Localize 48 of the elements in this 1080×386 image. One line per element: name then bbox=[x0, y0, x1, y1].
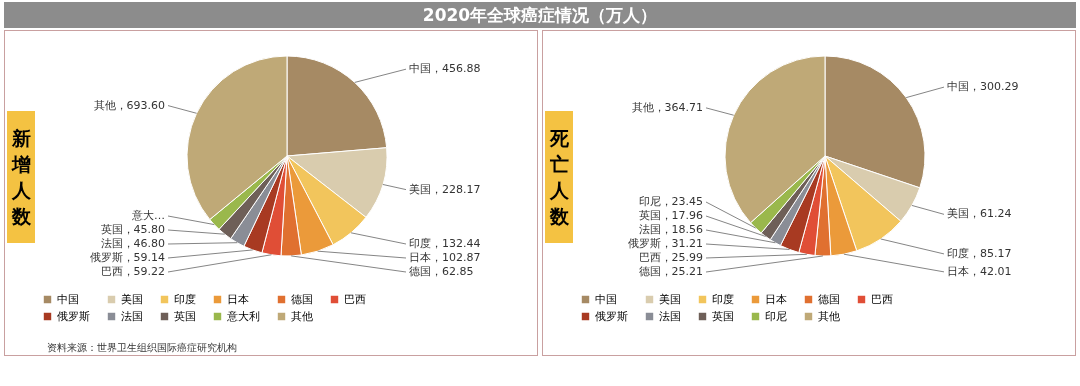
legend-label: 中国 bbox=[595, 292, 617, 306]
legend-label: 美国 bbox=[659, 292, 681, 306]
legend-label: 俄罗斯 bbox=[595, 309, 628, 323]
legend-label: 巴西 bbox=[871, 292, 893, 306]
data-label: 俄罗斯，31.21 bbox=[627, 237, 703, 250]
text: 新增人数 bbox=[10, 126, 32, 229]
legend-label: 德国 bbox=[291, 292, 313, 306]
legend-label: 其他 bbox=[291, 309, 313, 323]
legend-label: 德国 bbox=[818, 292, 840, 306]
data-label: 中国，456.88 bbox=[409, 62, 481, 76]
data-label: 美国，228.17 bbox=[409, 182, 481, 196]
data-label: 日本，42.01 bbox=[947, 264, 1012, 278]
data-label: 英国，17.96 bbox=[638, 209, 703, 222]
data-label: 印尼，23.45 bbox=[638, 195, 703, 208]
legend-label: 中国 bbox=[57, 292, 79, 306]
data-label: 印度，132.44 bbox=[409, 237, 481, 250]
data-label: 其他，364.71 bbox=[631, 100, 703, 114]
data-label: 法国，46.80 bbox=[100, 237, 165, 250]
legend-label: 日本 bbox=[227, 292, 249, 306]
legend-label: 印度 bbox=[174, 292, 196, 306]
legend-label: 法国 bbox=[121, 309, 143, 323]
data-label: 美国，61.24 bbox=[947, 207, 1012, 221]
data-label: 法国，18.56 bbox=[638, 223, 703, 236]
data-label: 日本，102.87 bbox=[409, 251, 481, 264]
legend-label: 俄罗斯 bbox=[57, 309, 90, 323]
data-label: 德国，62.85 bbox=[409, 265, 474, 278]
text: 2020年全球癌症情况（万人） bbox=[4, 2, 1076, 28]
legend-label: 英国 bbox=[712, 309, 734, 323]
legend-label: 巴西 bbox=[344, 292, 366, 306]
legend-label: 印度 bbox=[712, 292, 734, 306]
data-label: 意大… bbox=[131, 209, 165, 222]
legend-label: 美国 bbox=[121, 292, 143, 306]
legend-label: 印尼 bbox=[765, 309, 787, 323]
legend-label: 其他 bbox=[818, 309, 840, 323]
data-label: 俄罗斯，59.14 bbox=[89, 251, 165, 264]
data-label: 印度，85.17 bbox=[947, 246, 1012, 260]
legend-label: 法国 bbox=[659, 309, 681, 323]
data-label: 巴西，25.99 bbox=[638, 251, 703, 264]
legend-label: 日本 bbox=[765, 292, 787, 306]
legend-label: 意大利 bbox=[226, 309, 260, 323]
data-label: 中国，300.29 bbox=[947, 80, 1019, 94]
data-label: 巴西，59.22 bbox=[100, 265, 165, 278]
legend-label: 英国 bbox=[174, 309, 196, 323]
data-label: 德国，25.21 bbox=[638, 265, 703, 278]
text: 资料来源：世界卫生组织国际癌症研究机构 bbox=[47, 341, 238, 355]
text: 死亡人数 bbox=[548, 126, 570, 229]
data-label: 英国，45.80 bbox=[100, 223, 165, 236]
data-label: 其他，693.60 bbox=[93, 98, 165, 112]
